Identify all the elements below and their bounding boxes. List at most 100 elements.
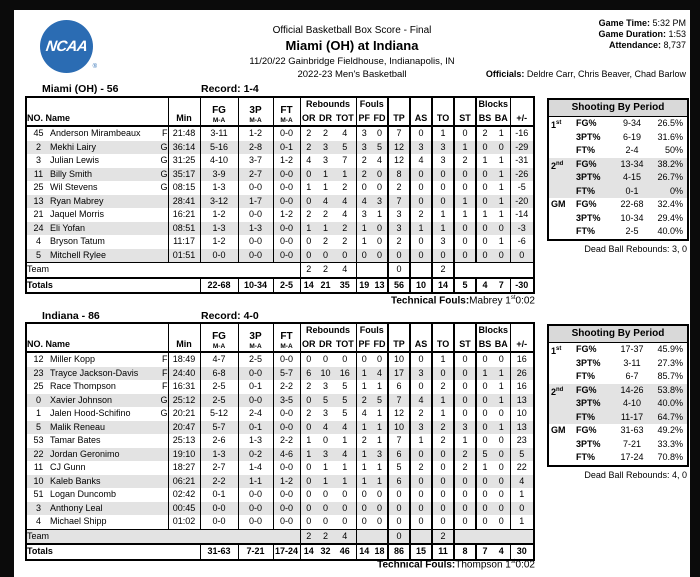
blocked-shots: 5 bbox=[482, 448, 488, 459]
player-row: 2 Mekhi Lairy G 36:14 5-16 2-8 0-1 2 3 5 3 5 12 3 3 1 0 0… bbox=[26, 140, 535, 154]
header-row-1: NO. Name Min FG M-A 3P M-A FT M-A Rebounds Fouls T… bbox=[26, 97, 534, 126]
team-assists-empty bbox=[410, 262, 434, 278]
col-header-as: AS bbox=[410, 97, 434, 126]
player-row: 4 Michael Shipp 01:02 0-0 0-0 0-0 0 0 0 0 0 0 0 0 0 0 0 1 bbox=[26, 515, 534, 529]
player-position: G bbox=[155, 154, 169, 168]
offensive-rebounds: 0 bbox=[306, 195, 312, 206]
steals: 0 bbox=[454, 221, 478, 235]
total-rebounds: 7 bbox=[334, 154, 357, 168]
player-position bbox=[155, 248, 169, 263]
blocked-shots: 0 bbox=[482, 394, 488, 405]
total-points: 7 bbox=[387, 393, 412, 407]
steals: 0 bbox=[454, 515, 478, 529]
plus-minus: 13 bbox=[516, 421, 527, 432]
header-row-1: NO. Name Min FG M-A 3P M-A FT M-A Rebounds Fouls T… bbox=[26, 323, 534, 352]
totals-pf: 14 bbox=[356, 543, 373, 560]
col-header-ba: BA bbox=[493, 111, 511, 126]
technical-fouls-sup: st bbox=[510, 295, 516, 301]
blocked-shots: 0 bbox=[476, 351, 494, 367]
team-offensive-rebounds: 2 bbox=[300, 262, 318, 278]
steals: 2 bbox=[454, 461, 478, 475]
shooting-percentage: 26.7% bbox=[657, 172, 683, 182]
steals: 0 bbox=[454, 407, 478, 421]
assists: 3 bbox=[410, 366, 434, 380]
player-position bbox=[155, 235, 169, 249]
header-row-2: OR DR TOT PF FD BS BA bbox=[26, 337, 534, 352]
totals-row: Totals 22-68 10-34 2-5 14 21 35 19 13 56 10 14 5 4 7 -3… bbox=[26, 276, 535, 293]
fouls-drawn: 1 bbox=[377, 475, 383, 486]
offensive-rebounds: 0 bbox=[300, 351, 318, 367]
miami-shooting-panel-wrap: Shooting By Period 1st FG% 9-34 26.5% 3PT% 6-1… bbox=[547, 98, 689, 254]
totals-row: Totals 31-63 7-21 17-24 14 32 46 14 18 86 15 11 8 7 4 3… bbox=[26, 543, 535, 560]
team-defensive-rebounds: 2 bbox=[317, 528, 335, 544]
three-pt-made-attempted: 0-1 bbox=[238, 420, 274, 434]
player-name: Eli Yofan bbox=[50, 222, 86, 233]
player-number: 23 bbox=[33, 367, 44, 378]
player-row: 4 Bryson Tatum 11:17 1-2 0-0 0-0 0 2 2 1 0 2 0 3 0 0 1 -6 bbox=[26, 235, 534, 249]
shooting-period-row: 2nd FG% 14-26 53.8% bbox=[549, 383, 687, 397]
player-row: 25 Race Thompson F 16:31 2-5 0-1 2-2 2 3 5 1 1 6 0 2 0 0… bbox=[26, 380, 534, 394]
col-header-ft: FT M-A bbox=[273, 323, 301, 352]
player-position bbox=[155, 447, 169, 461]
totals-3p: 7-21 bbox=[238, 543, 274, 560]
player-name: Kaleb Banks bbox=[50, 475, 101, 486]
totals-fd: 13 bbox=[372, 276, 389, 293]
total-points: 10 bbox=[387, 351, 412, 367]
minutes: 28:41 bbox=[168, 194, 201, 208]
minutes: 11:17 bbox=[168, 235, 201, 249]
defensive-rebounds: 3 bbox=[323, 155, 329, 165]
ft-made-attempted: 4-6 bbox=[273, 447, 301, 461]
offensive-rebounds: 1 bbox=[306, 435, 312, 445]
blocked-shots: 2 bbox=[476, 125, 494, 141]
ft-made-attempted: 0-0 bbox=[273, 194, 301, 208]
assists: 0 bbox=[410, 235, 434, 249]
offensive-rebounds: 0 bbox=[306, 249, 312, 260]
steals: 1 bbox=[454, 194, 478, 208]
total-points: 6 bbox=[387, 380, 412, 394]
totals-plus-minus: 30 bbox=[510, 543, 535, 560]
player-name: Malik Reneau bbox=[50, 421, 106, 432]
shooting-period-row: GM FG% 31-63 49.2% bbox=[549, 424, 687, 438]
player-number: 1 bbox=[35, 408, 41, 418]
col-header-p3-label: 3P bbox=[249, 331, 262, 342]
shooting-percentage: 49.2% bbox=[657, 425, 683, 435]
col-header-rebounds: Rebounds bbox=[300, 97, 357, 112]
assists: 1 bbox=[410, 221, 434, 235]
team-assists-empty bbox=[410, 528, 434, 544]
assists: 0 bbox=[410, 248, 434, 263]
personal-fouls: 0 bbox=[361, 182, 367, 192]
player-number: 3 bbox=[35, 502, 41, 513]
col-header-no-name: NO. Name bbox=[26, 97, 169, 126]
totals-to: 14 bbox=[432, 276, 456, 293]
turnovers: 0 bbox=[432, 366, 456, 380]
player-number: 10 bbox=[33, 475, 44, 486]
fouls-drawn: 0 bbox=[377, 168, 383, 179]
indiana-dead-ball-rebounds: Dead Ball Rebounds: 4, 0 bbox=[584, 469, 687, 480]
ft-made-attempted: 1-2 bbox=[273, 208, 301, 222]
three-pt-made-attempted: 0-0 bbox=[238, 515, 274, 529]
fouls-drawn: 1 bbox=[377, 421, 383, 432]
personal-fouls: 0 bbox=[361, 516, 367, 526]
total-rebounds: 1 bbox=[334, 474, 357, 488]
minutes: 01:51 bbox=[168, 248, 201, 263]
total-points: 12 bbox=[387, 154, 412, 168]
blocks-against: 0 bbox=[493, 515, 511, 529]
three-pt-made-attempted: 2-4 bbox=[238, 407, 274, 421]
assists: 3 bbox=[410, 420, 434, 434]
col-header-st: ST bbox=[454, 97, 478, 126]
blocked-shots: 0 bbox=[482, 236, 488, 246]
total-rebounds: 5 bbox=[334, 140, 357, 154]
shooting-period-label: GM bbox=[551, 199, 566, 209]
col-header-tp: TP bbox=[387, 97, 412, 126]
offensive-rebounds: 0 bbox=[306, 394, 312, 405]
blocks-against: 1 bbox=[493, 235, 511, 249]
defensive-rebounds: 0 bbox=[317, 351, 335, 367]
minutes: 19:10 bbox=[168, 447, 201, 461]
player-row: 45 Anderson Mirambeaux F 21:48 3-11 1-2 0-0 2 2 4… bbox=[26, 125, 535, 141]
three-pt-made-attempted: 0-2 bbox=[238, 447, 274, 461]
player-row: 12 Miller Kopp F 18:49 4-7 2-5 0-0 0 0 0 0 0 10 0 1 0 0 0… bbox=[26, 351, 535, 367]
personal-fouls: 1 bbox=[361, 421, 367, 432]
minutes: 36:14 bbox=[168, 140, 201, 154]
shooting-made-attempted: 10-34 bbox=[620, 212, 644, 223]
minutes: 24:40 bbox=[168, 366, 201, 380]
